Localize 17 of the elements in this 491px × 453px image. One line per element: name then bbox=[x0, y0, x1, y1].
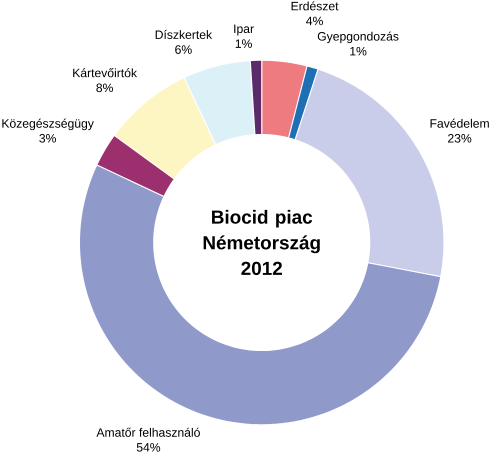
slice-label: Ipar bbox=[234, 24, 254, 36]
slice-label: Favédelem bbox=[430, 118, 489, 128]
data-label: 1% bbox=[350, 46, 366, 56]
slice-label: Amatőr felhasználó bbox=[96, 428, 200, 437]
data-label: 3% bbox=[39, 134, 56, 143]
slice-label: Közegészségügy bbox=[2, 118, 94, 130]
text: Biocid piac Németország 2012 bbox=[204, 210, 320, 276]
data-label: 4% bbox=[306, 16, 323, 26]
data-label: 1% bbox=[236, 39, 252, 48]
slice-label: Kártevőirtók bbox=[73, 68, 138, 78]
slice-label: Gyepgondozás bbox=[318, 32, 399, 44]
data-label: 8% bbox=[96, 84, 113, 92]
data-label: 54% bbox=[136, 443, 160, 452]
slice-label: Erdészet bbox=[292, 1, 338, 10]
slice-label: Díszkertek bbox=[156, 30, 212, 40]
data-label: 23% bbox=[448, 134, 472, 143]
data-label: 6% bbox=[175, 45, 192, 54]
